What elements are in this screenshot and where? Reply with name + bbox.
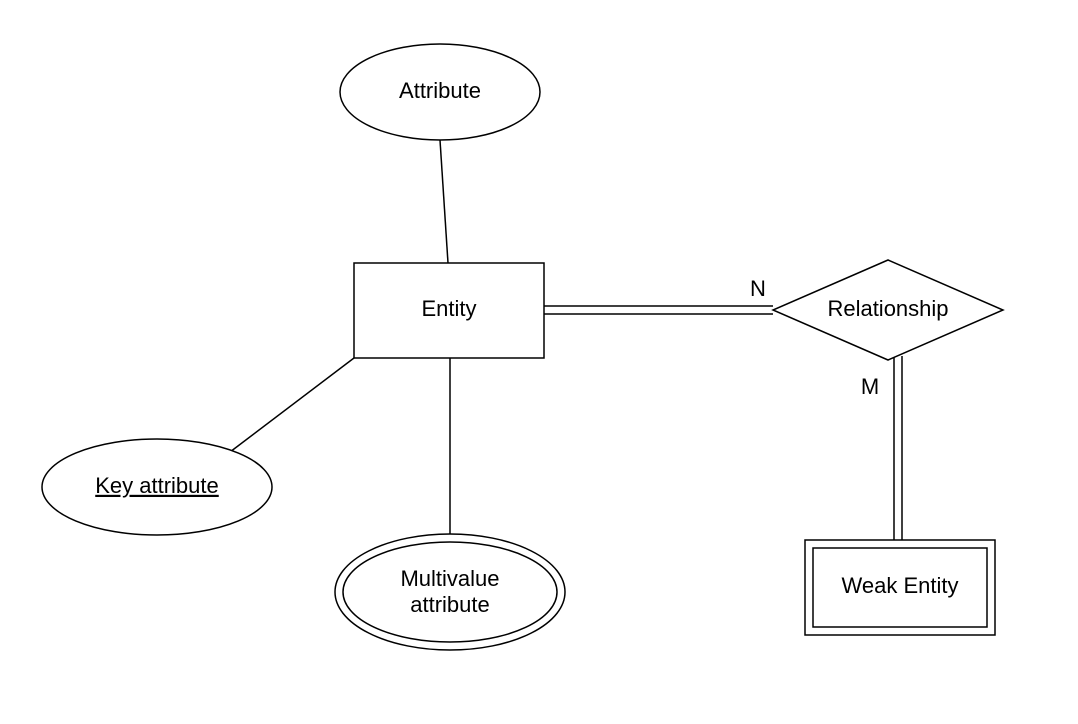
edge-entity-key <box>230 358 354 452</box>
node-relationship: Relationship <box>773 260 1003 360</box>
node-entity: Entity <box>354 263 544 358</box>
edge-entity-relationship <box>544 306 773 314</box>
label-multivalue-line2: attribute <box>410 592 490 617</box>
node-weak-entity: Weak Entity <box>805 540 995 635</box>
cardinality-n: N <box>750 276 766 301</box>
node-key-attribute: Key attribute <box>42 439 272 535</box>
label-weak-entity: Weak Entity <box>842 573 959 598</box>
label-relationship: Relationship <box>827 296 948 321</box>
label-key-attribute: Key attribute <box>95 473 219 498</box>
label-attribute: Attribute <box>399 78 481 103</box>
label-entity: Entity <box>421 296 476 321</box>
node-attribute: Attribute <box>340 44 540 140</box>
label-multivalue-line1: Multivalue <box>400 566 499 591</box>
er-diagram-svg: Attribute Entity Key attribute Multivalu… <box>0 0 1078 724</box>
cardinality-m: M <box>861 374 879 399</box>
node-multivalue-attribute: Multivalue attribute <box>335 534 565 650</box>
edge-relationship-weak <box>894 356 902 540</box>
edge-attr-entity <box>440 140 448 263</box>
